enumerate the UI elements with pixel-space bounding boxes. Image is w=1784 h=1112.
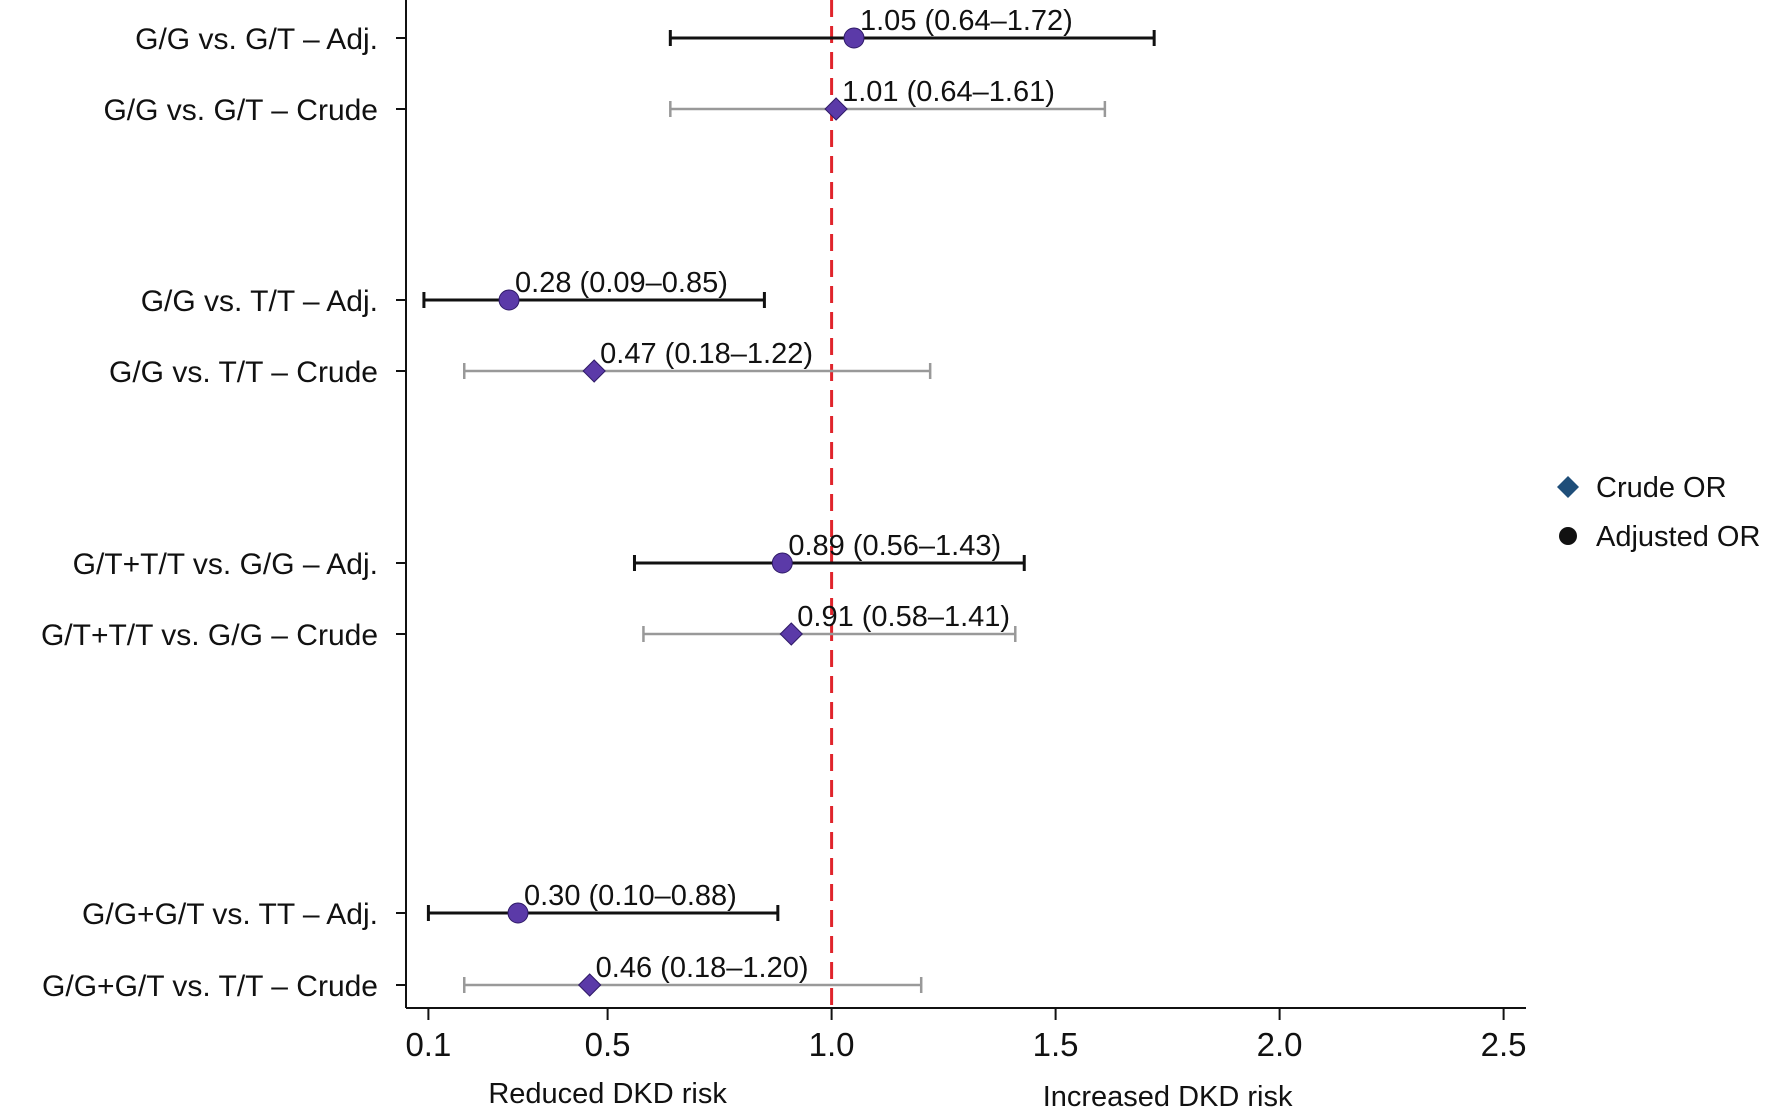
legend: Crude OR Adjusted OR xyxy=(1557,472,1760,553)
legend-crude-diamond-icon xyxy=(1557,476,1579,498)
row-label: G/G vs. G/T – Adj. xyxy=(135,23,378,56)
row-label: G/G+G/T vs. TT – Adj. xyxy=(82,898,378,931)
legend-adjusted-label: Adjusted OR xyxy=(1596,521,1760,553)
or-value-label: 0.91 (0.58–1.41) xyxy=(797,601,1010,633)
x-tick-label: 2.0 xyxy=(1257,1026,1303,1063)
x-tick-label: 1.5 xyxy=(1033,1026,1079,1063)
axes: 0.1 0.5 1.0 1.5 2.0 2.5 Reduced DKD risk Increa… xyxy=(405,0,1527,1112)
or-value-label: 1.01 (0.64–1.61) xyxy=(842,76,1055,108)
crude-or-point xyxy=(577,973,602,997)
or-value-label: 0.28 (0.09–0.85) xyxy=(515,267,728,299)
row-label: G/G vs. T/T – Crude xyxy=(109,356,378,389)
forest-row: G/G+G/T vs. TT – Adj. 0.30 (0.10–0.88) xyxy=(82,880,780,931)
adjusted-or-point xyxy=(498,289,520,311)
x-annotation-increased: Increased DKD risk xyxy=(1043,1081,1293,1112)
crude-or-point xyxy=(824,97,848,121)
adjusted-or-point xyxy=(843,27,865,49)
legend-crude-label: Crude OR xyxy=(1596,472,1727,504)
row-label: G/G vs. T/T – Adj. xyxy=(141,285,378,318)
row-label: G/G+G/T vs. T/T – Crude xyxy=(42,970,378,1003)
forest-row: G/T+T/T vs. G/G – Adj. 0.89 (0.56–1.43) xyxy=(73,530,1026,581)
x-tick-label: 1.0 xyxy=(809,1026,855,1063)
x-tick-label: 0.5 xyxy=(585,1026,631,1063)
forest-row: G/G vs. T/T – Adj. 0.28 (0.09–0.85) xyxy=(141,267,766,318)
legend-adjusted-circle-icon xyxy=(1559,527,1577,545)
forest-row: G/G+G/T vs. T/T – Crude 0.46 (0.18–1.20) xyxy=(42,952,923,1003)
or-value-label: 0.46 (0.18–1.20) xyxy=(596,952,809,984)
x-tick-label: 2.5 xyxy=(1481,1026,1527,1063)
x-tick-label: 0.1 xyxy=(405,1026,451,1063)
or-value-label: 1.05 (0.64–1.72) xyxy=(860,5,1073,37)
crude-or-point xyxy=(582,359,606,383)
x-annotation-reduced: Reduced DKD risk xyxy=(488,1078,727,1110)
crude-or-point xyxy=(779,622,803,646)
forest-row: G/T+T/T vs. G/G – Crude 0.91 (0.58–1.41) xyxy=(41,601,1017,652)
row-label: G/T+T/T vs. G/G – Adj. xyxy=(73,548,378,581)
row-label: G/G vs. G/T – Crude xyxy=(103,94,378,127)
forest-row: G/G vs. G/T – Adj. 1.05 (0.64–1.72) xyxy=(135,5,1156,56)
plot-rows: G/G vs. G/T – Adj.1.05 (0.64–1.72)G/G vs… xyxy=(41,5,1156,1003)
adjusted-or-point xyxy=(771,552,793,574)
or-value-label: 0.30 (0.10–0.88) xyxy=(524,880,737,912)
forest-row: G/G vs. T/T – Crude 0.47 (0.18–1.22) xyxy=(109,338,932,389)
or-value-label: 0.89 (0.56–1.43) xyxy=(788,530,1001,562)
or-value-label: 0.47 (0.18–1.22) xyxy=(600,338,813,370)
forest-row: G/G vs. G/T – Crude 1.01 (0.64–1.61) xyxy=(103,76,1107,127)
adjusted-or-point xyxy=(507,902,529,924)
row-label: G/T+T/T vs. G/G – Crude xyxy=(41,619,378,652)
